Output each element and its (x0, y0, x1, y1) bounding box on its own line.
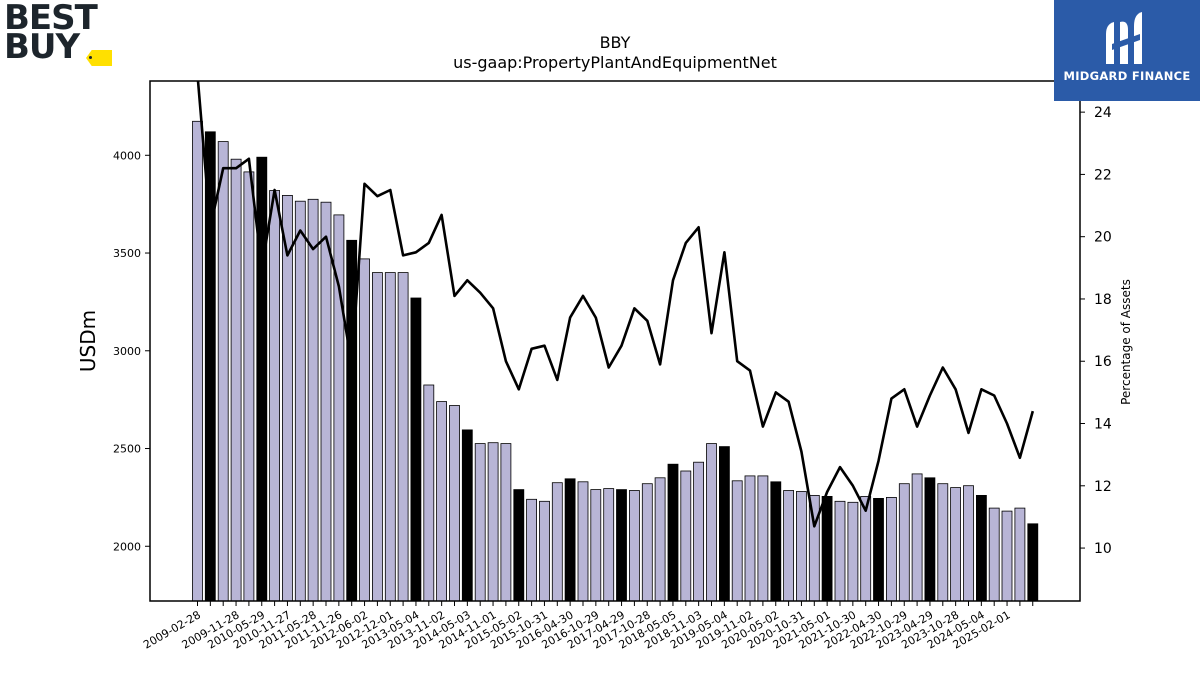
plot-frame (149, 80, 1081, 602)
bar-2023-10-28 (950, 487, 961, 602)
bar-2013-08-03 (423, 384, 435, 602)
bar-2018-02-03 (654, 477, 666, 602)
bar-2018-11-03 (693, 461, 704, 602)
bar-2017-10-28 (641, 483, 653, 602)
percentage-of-assets-line (196, 81, 1035, 528)
bar-2022-10-29 (898, 483, 910, 602)
bar-undefined (1014, 507, 1026, 602)
midgard-finance-logo: MIDGARD FINANCE (1054, 0, 1200, 101)
bar-2012-09-01 (371, 272, 383, 602)
bar-2019-08-03 (731, 480, 743, 602)
bar-2023-07-29 (937, 483, 949, 602)
bar-2018-05-05 (667, 463, 679, 602)
bar-2025-02-01 (1001, 510, 1013, 602)
bar-2015-10-31 (539, 500, 550, 602)
price-tag-icon (86, 50, 112, 66)
bar-2024-05-04 (976, 494, 987, 602)
y-tick-label-2500: 2500 (113, 443, 141, 456)
bar-2011-08-27 (320, 201, 332, 602)
y-tick-label-4000: 4000 (113, 149, 141, 162)
bar-2020-08-01 (783, 490, 794, 602)
y2-tick-label-24: 24 (1094, 105, 1112, 121)
bar-2020-10-31 (796, 491, 807, 602)
bar-2017-07-29 (629, 490, 640, 602)
bar-2010-02-27 (243, 171, 255, 602)
bar-2021-10-30 (847, 501, 859, 602)
midgard-logo-text: MIDGARD FINANCE (1063, 69, 1191, 83)
bar-2021-07-31 (834, 500, 846, 602)
bar-2012-12-01 (384, 272, 396, 602)
bar-2019-02-02 (706, 443, 717, 602)
bar-2009-05-30 (204, 131, 216, 602)
bar-2022-07-30 (886, 496, 897, 602)
bar-2009-08-29 (217, 141, 229, 602)
y2-axis-label: Percentage of Assets (1119, 279, 1133, 405)
bar-2023-01-28 (911, 473, 923, 602)
y2-tick-label-18: 18 (1094, 292, 1112, 308)
price-tag-hole-icon (89, 56, 92, 59)
bar-undefined (1027, 523, 1039, 602)
bar-2022-04-30 (873, 497, 884, 602)
bar-2017-01-28 (603, 488, 615, 602)
midgard-emblem-icon (1106, 12, 1142, 65)
bar-2014-02-01 (449, 405, 460, 602)
bar-2010-05-29 (256, 156, 268, 602)
y2-tick-label-12: 12 (1094, 479, 1112, 495)
bar-2013-05-04 (410, 297, 422, 602)
y-tick-label-2000: 2000 (113, 540, 141, 553)
bar-2014-08-02 (474, 443, 486, 602)
bar-2024-02-03 (963, 485, 974, 602)
y2-tick-label-22: 22 (1094, 167, 1112, 183)
chart-subtitle: us-gaap:PropertyPlantAndEquipmentNet (453, 53, 777, 72)
y2-tick-label-10: 10 (1094, 541, 1112, 557)
bar-2009-02-28 (192, 120, 203, 602)
bestbuy-logo-line1: BEST (4, 0, 98, 38)
bestbuy-logo-line2: BUY (4, 27, 80, 67)
y-tick-label-3500: 3500 (113, 247, 141, 260)
bar-2024-08-03 (988, 507, 1000, 602)
bar-2012-06-02 (359, 258, 370, 602)
bar-2015-08-01 (526, 498, 537, 602)
bar-2011-02-26 (294, 200, 306, 602)
bar-2014-05-03 (461, 429, 473, 602)
bar-2016-04-30 (564, 478, 576, 602)
bar-2020-02-01 (757, 475, 769, 602)
bar-2013-02-02 (397, 272, 409, 602)
bar-2023-04-29 (924, 477, 936, 602)
bar-2019-11-02 (744, 475, 756, 602)
y-tick-label-3000: 3000 (113, 345, 141, 358)
bar-2016-07-30 (577, 481, 589, 602)
bar-2020-05-02 (770, 481, 782, 602)
bar-2012-03-03 (346, 239, 358, 602)
bar-2018-08-04 (680, 470, 692, 602)
bar-2019-05-04 (719, 446, 730, 602)
y2-tick-label-16: 16 (1094, 354, 1112, 370)
bar-2010-08-28 (269, 190, 281, 602)
bar-2011-05-28 (307, 198, 319, 602)
bar-2015-05-02 (513, 489, 525, 602)
bar-2009-11-28 (230, 158, 242, 602)
bar-2014-11-01 (487, 442, 499, 602)
bar-2015-01-31 (500, 443, 512, 602)
y-axis-label: USDm (76, 310, 100, 372)
bar-2016-01-30 (551, 482, 563, 602)
bar-2013-11-02 (436, 401, 448, 602)
bar-2022-01-29 (860, 495, 872, 602)
y2-tick-label-14: 14 (1094, 417, 1112, 433)
chart-title: BBY (599, 33, 631, 52)
y2-tick-label-20: 20 (1094, 230, 1112, 246)
bar-2016-10-29 (590, 489, 602, 602)
bar-2021-05-01 (821, 495, 833, 602)
bestbuy-logo: BEST BUY (4, 0, 114, 67)
bar-2017-04-29 (616, 489, 627, 602)
